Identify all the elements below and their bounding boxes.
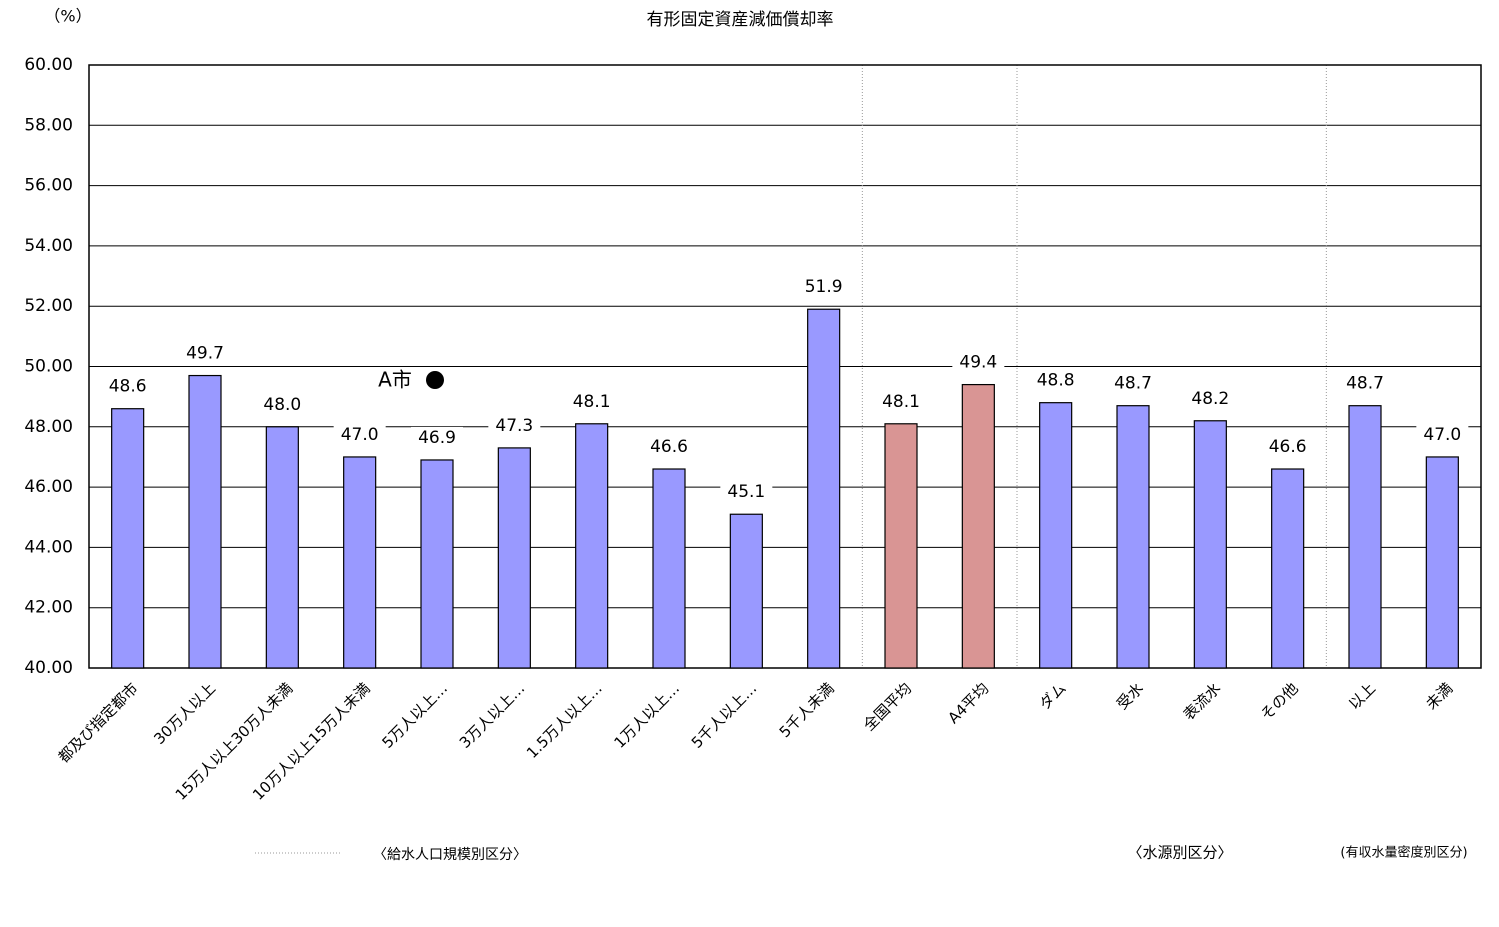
label-bg: [1261, 436, 1314, 459]
label-bg: [797, 276, 850, 299]
label-bg: [1029, 369, 1082, 392]
bar: [1425, 456, 1459, 669]
value-label: 48.7: [1114, 374, 1152, 394]
x-tick-label: A4平均: [944, 679, 992, 727]
group-label: 〈水源別区分〉: [1127, 844, 1232, 862]
bar: [188, 374, 222, 669]
bar: [1116, 405, 1150, 669]
bar: [729, 513, 763, 669]
bar: [497, 447, 531, 669]
x-tick-label: 1.5万人以上…: [523, 679, 606, 762]
x-tick-label: 表流水: [1180, 679, 1225, 724]
y-unit: （%）: [44, 7, 91, 26]
group-label: (有収水量密度別区分): [1340, 845, 1467, 861]
x-tick-label: 未満: [1422, 679, 1456, 713]
x-tick-label: 1万人以上…: [610, 679, 683, 752]
label-bg: [411, 426, 463, 449]
x-tick-label: 受水: [1113, 679, 1147, 713]
label-bg: [1107, 372, 1159, 395]
x-tick-label: 3万人以上…: [456, 679, 529, 752]
value-label: 48.0: [263, 395, 301, 415]
y-tick-label: 40.00: [24, 658, 73, 678]
label-bg: [1416, 423, 1469, 446]
annotation-dot: [426, 371, 444, 389]
chart-title: 有形固定資産減価償却率: [647, 10, 834, 30]
y-tick-label: 46.00: [24, 477, 73, 497]
label-bg: [101, 375, 154, 398]
label-bg: [643, 436, 695, 459]
value-label: 51.9: [805, 277, 843, 297]
bar: [265, 426, 299, 669]
plot-frame: [88, 64, 1482, 669]
x-tick-label: 全国平均: [860, 679, 915, 734]
y-tick-label: 44.00: [24, 537, 73, 557]
x-tick-label: 都及び指定都市: [55, 679, 142, 766]
bar: [807, 308, 841, 669]
value-label: 48.8: [1037, 371, 1075, 391]
bar: [884, 423, 918, 669]
group-label: 〈給水人口規模別区分〉: [373, 847, 527, 863]
bar: [111, 408, 145, 669]
value-label: 47.0: [341, 425, 379, 445]
x-tick-label: その他: [1257, 679, 1302, 724]
label-bg: [565, 390, 618, 413]
label-bg: [256, 393, 309, 416]
label-bg: [1184, 387, 1237, 410]
x-tick-label: ダム: [1036, 679, 1070, 713]
value-label: 48.6: [109, 377, 147, 397]
label-bg: [179, 342, 231, 365]
y-tick-label: 48.00: [24, 417, 73, 437]
x-tick-label: 以上: [1345, 679, 1379, 713]
y-tick-label: 60.00: [24, 55, 73, 75]
y-tick-label: 50.00: [24, 357, 73, 377]
value-label: 47.0: [1423, 425, 1461, 445]
bar: [575, 423, 609, 669]
x-tick-label: 5万人以上…: [378, 679, 451, 752]
value-label: 48.2: [1191, 389, 1229, 409]
label-bg: [720, 481, 773, 504]
annotation: A市: [378, 368, 412, 392]
value-label: 45.1: [727, 482, 765, 502]
label-bg: [1339, 372, 1391, 395]
value-label: 49.4: [959, 353, 997, 373]
value-label: 49.7: [186, 344, 224, 364]
bar: [652, 468, 686, 669]
label-bg: [488, 414, 541, 437]
value-label: 48.1: [882, 392, 920, 412]
label-bg: [952, 351, 1005, 374]
label-bg: [333, 423, 386, 446]
bar: [1193, 420, 1227, 669]
label-bg: [875, 390, 927, 413]
bar: [1348, 405, 1382, 669]
y-tick-label: 52.00: [24, 296, 73, 316]
bar: [1039, 402, 1073, 669]
value-label: 47.3: [495, 416, 533, 436]
y-tick-label: 58.00: [24, 115, 73, 135]
value-label: 48.7: [1346, 374, 1384, 394]
bar: [961, 383, 995, 669]
x-tick-label: 5千人以上…: [688, 679, 761, 752]
value-label: 46.6: [650, 437, 688, 457]
y-tick-label: 56.00: [24, 176, 73, 196]
value-label: 46.9: [418, 428, 456, 448]
x-tick-label: 5千人未満: [776, 679, 838, 741]
bar: [343, 456, 377, 669]
value-label: 46.6: [1269, 437, 1307, 457]
y-tick-label: 42.00: [24, 598, 73, 618]
x-tick-label: 30万人以上: [150, 679, 219, 748]
y-tick-label: 54.00: [24, 236, 73, 256]
value-label: 48.1: [573, 392, 611, 412]
bar: [420, 459, 454, 669]
bar: [1271, 468, 1305, 669]
